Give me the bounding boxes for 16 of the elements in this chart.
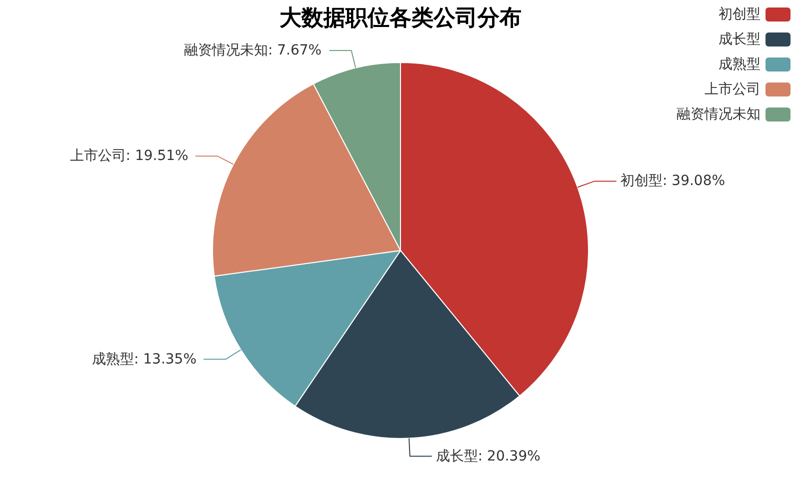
data-label: : 13.35% <box>134 351 197 368</box>
slice-label: 成长型 <box>436 448 478 464</box>
slice-label: 成熟型 <box>92 351 134 368</box>
legend-label: 上市公司 <box>704 82 760 98</box>
chart-title: 大数据职位各类公司分布 <box>280 6 522 31</box>
data-label: : 19.51% <box>126 148 188 164</box>
data-label: : 7.67% <box>268 42 322 58</box>
slice-label: 初创型 <box>620 173 662 190</box>
slice-label: 融资情况未知 <box>184 42 268 58</box>
legend-label: 融资情况未知 <box>676 106 760 122</box>
slice-label: 上市公司 <box>70 148 126 164</box>
legend-label: 成长型 <box>718 32 760 48</box>
legend-label: 成熟型 <box>718 56 760 72</box>
data-label: : 20.39% <box>478 448 540 464</box>
legend-label: 初创型 <box>718 6 760 22</box>
data-label: : 39.08% <box>662 173 726 190</box>
